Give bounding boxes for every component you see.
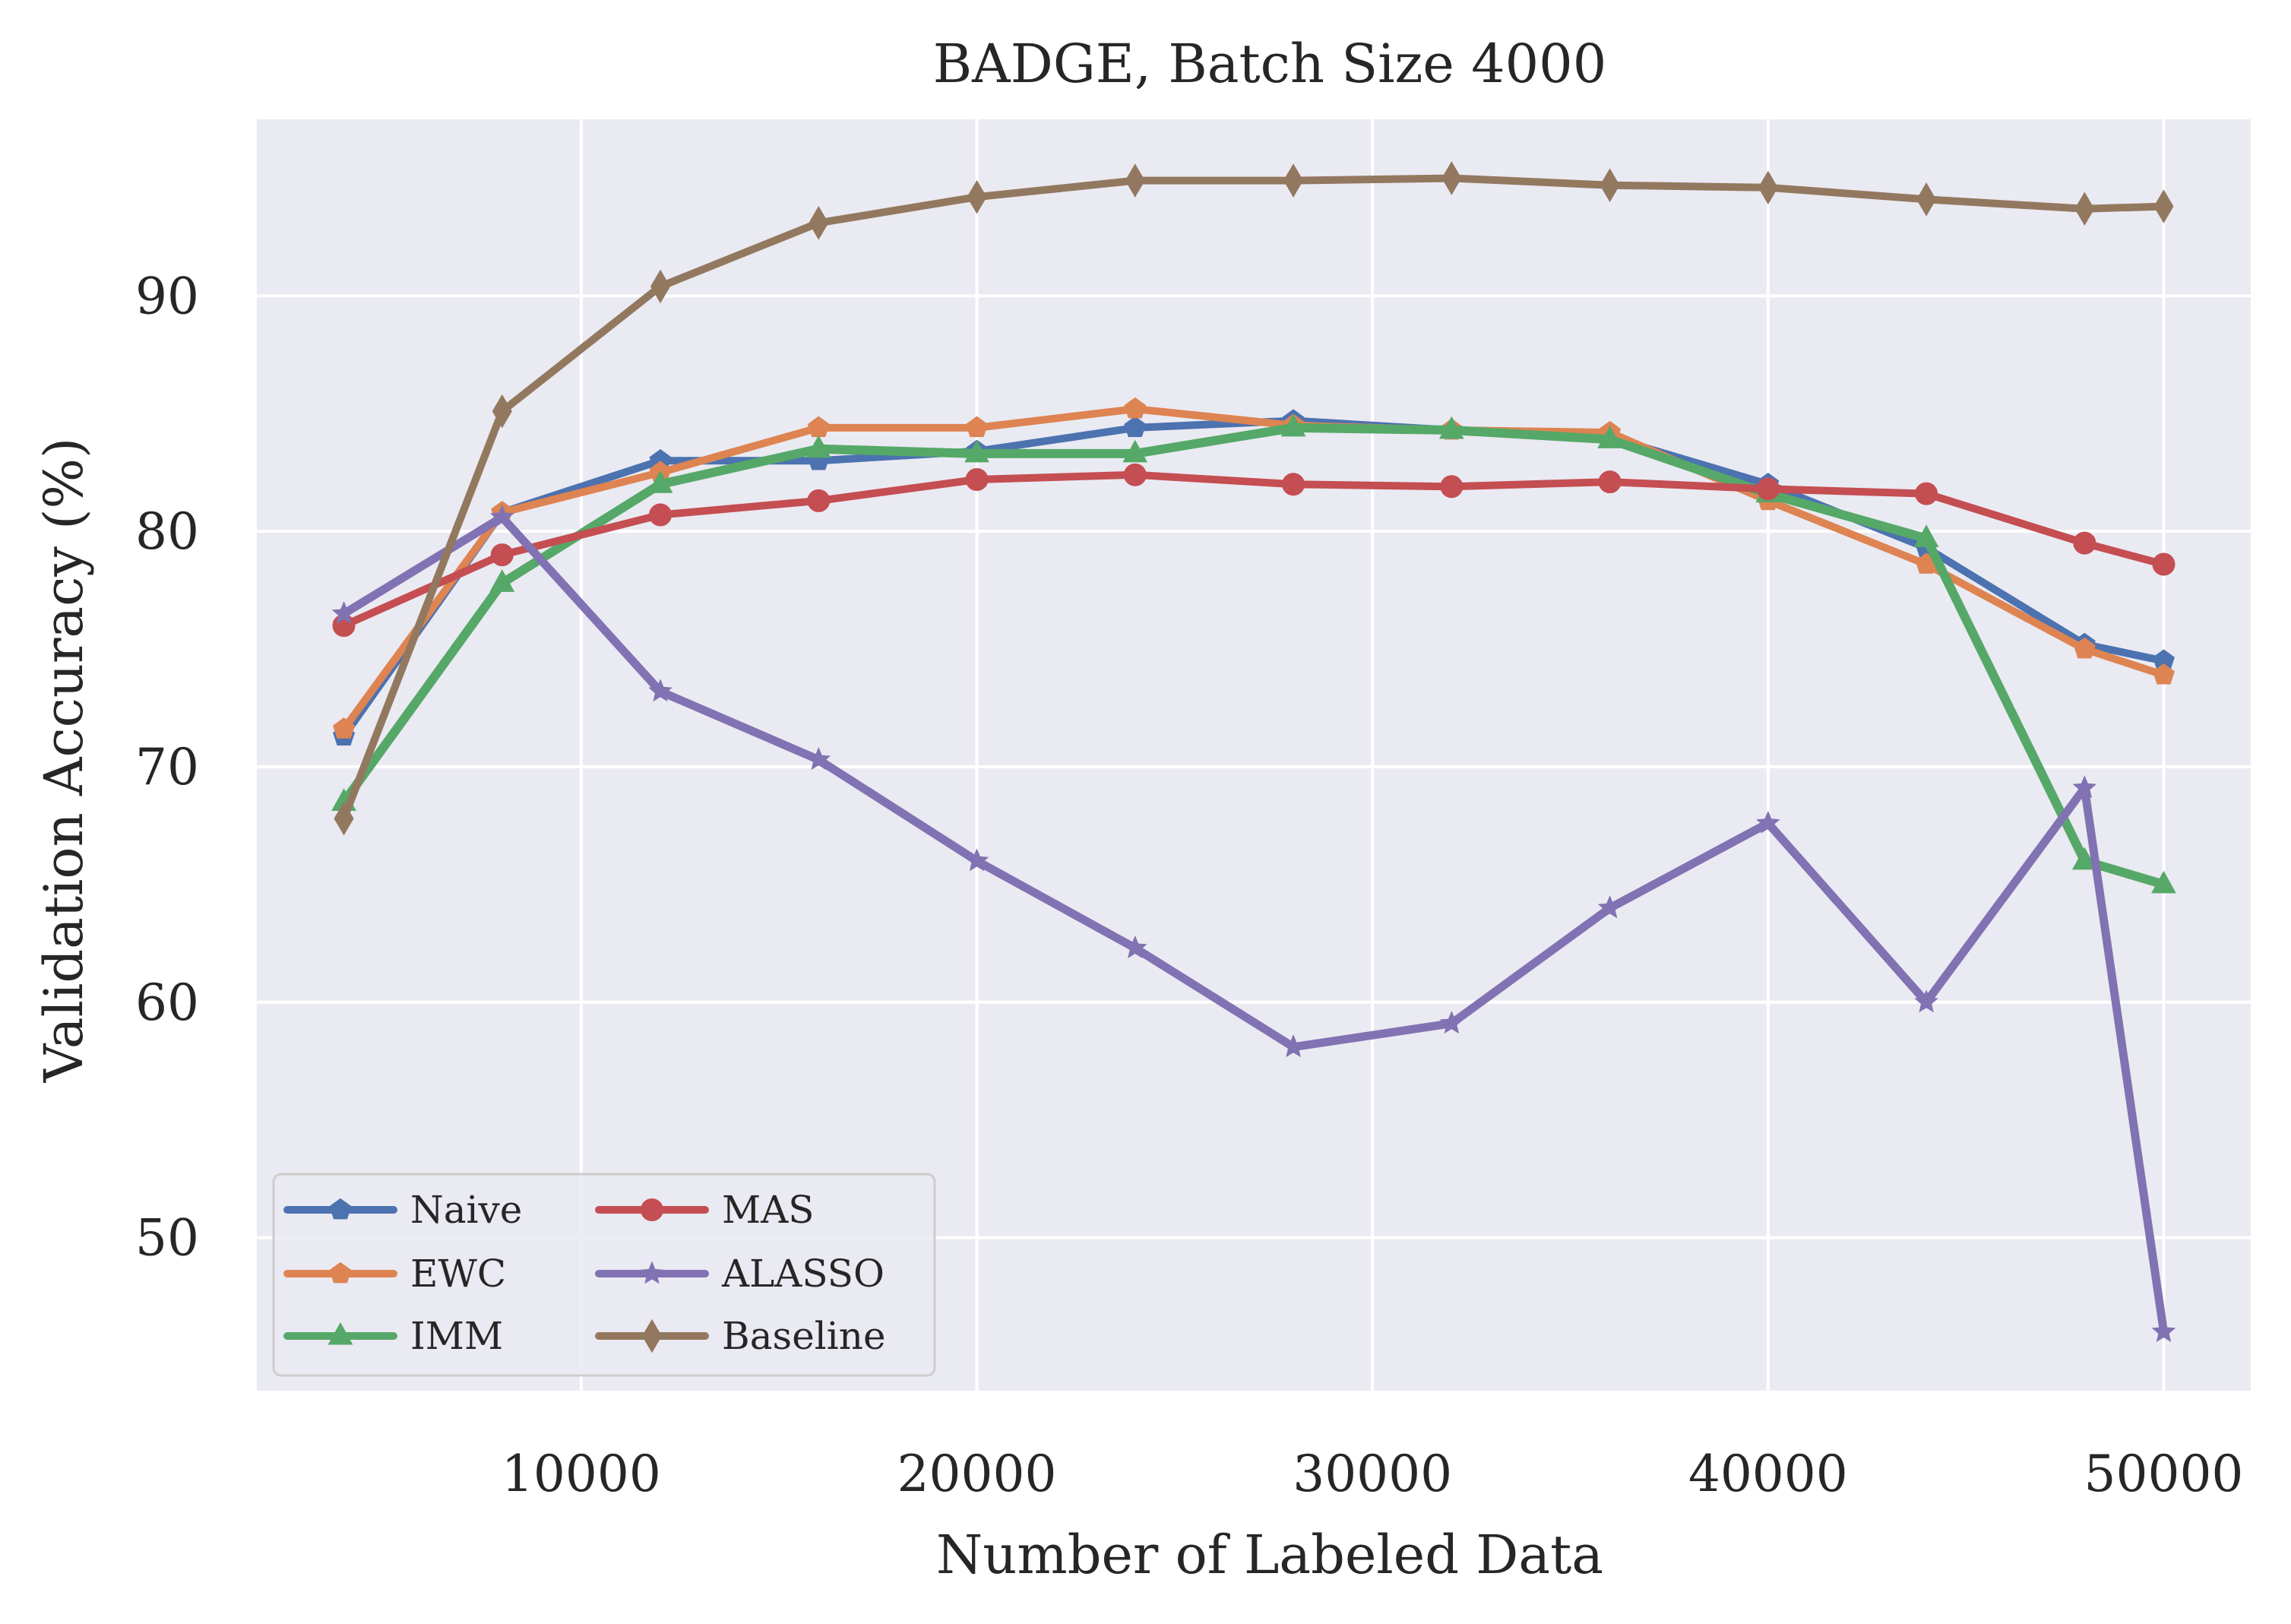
y-tick-label: 80 bbox=[135, 502, 199, 561]
chart-title: BADGE, Batch Size 4000 bbox=[933, 33, 1607, 95]
data-point-mas bbox=[1441, 476, 1462, 497]
legend-label-imm: IMM bbox=[410, 1314, 503, 1358]
data-point-mas bbox=[1758, 478, 1779, 499]
legend-label-baseline: Baseline bbox=[722, 1314, 886, 1358]
legend-label-naive: Naive bbox=[410, 1188, 522, 1232]
data-point-mas bbox=[1283, 473, 1304, 495]
data-point-mas bbox=[492, 544, 513, 565]
data-point-mas bbox=[2074, 533, 2095, 554]
legend-label-mas: MAS bbox=[722, 1188, 815, 1232]
y-tick-label: 90 bbox=[135, 267, 199, 325]
data-point-mas bbox=[650, 504, 671, 525]
x-tick-label: 50000 bbox=[2084, 1445, 2243, 1503]
data-point-mas bbox=[1600, 471, 1621, 492]
data-point-mas bbox=[967, 469, 988, 490]
x-tick-label: 30000 bbox=[1293, 1445, 1452, 1503]
x-axis-label: Number of Labeled Data bbox=[936, 1524, 1603, 1586]
x-tick-label: 10000 bbox=[502, 1445, 661, 1503]
y-tick-label: 50 bbox=[135, 1209, 199, 1268]
legend-label-alasso: ALASSO bbox=[721, 1252, 884, 1296]
x-tick-label: 40000 bbox=[1688, 1445, 1848, 1503]
data-point-mas bbox=[1125, 464, 1146, 486]
y-tick-label: 60 bbox=[135, 973, 199, 1032]
y-axis-label: Validation Accuracy (%) bbox=[33, 438, 95, 1084]
data-point-mas bbox=[2153, 554, 2174, 575]
data-point-mas bbox=[1916, 483, 1937, 505]
legend-label-ewc: EWC bbox=[410, 1252, 506, 1296]
x-tick-label: 20000 bbox=[897, 1445, 1057, 1503]
legend: Naive EWC IMM MAS ALASSO Baseline bbox=[274, 1174, 935, 1375]
y-tick-label: 70 bbox=[135, 738, 199, 796]
data-point-mas bbox=[808, 490, 829, 511]
legend-marker-mas bbox=[641, 1199, 663, 1220]
